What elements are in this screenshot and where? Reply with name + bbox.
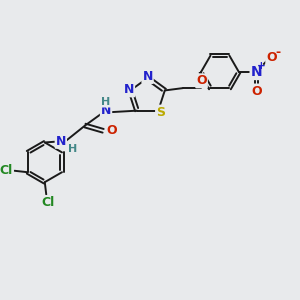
Text: -: - [275, 46, 281, 59]
Text: O: O [251, 85, 262, 98]
Text: O: O [266, 51, 277, 64]
Text: N: N [250, 65, 262, 79]
Text: N: N [101, 104, 111, 117]
Text: N: N [142, 70, 153, 83]
Text: H: H [68, 145, 78, 154]
Text: N: N [56, 135, 66, 148]
Text: H: H [101, 97, 111, 106]
Text: S: S [156, 106, 165, 118]
Text: N: N [124, 83, 134, 96]
Text: O: O [196, 74, 207, 87]
Text: +: + [257, 61, 266, 71]
Text: O: O [106, 124, 117, 137]
Text: Cl: Cl [0, 164, 13, 177]
Text: Cl: Cl [42, 196, 55, 209]
